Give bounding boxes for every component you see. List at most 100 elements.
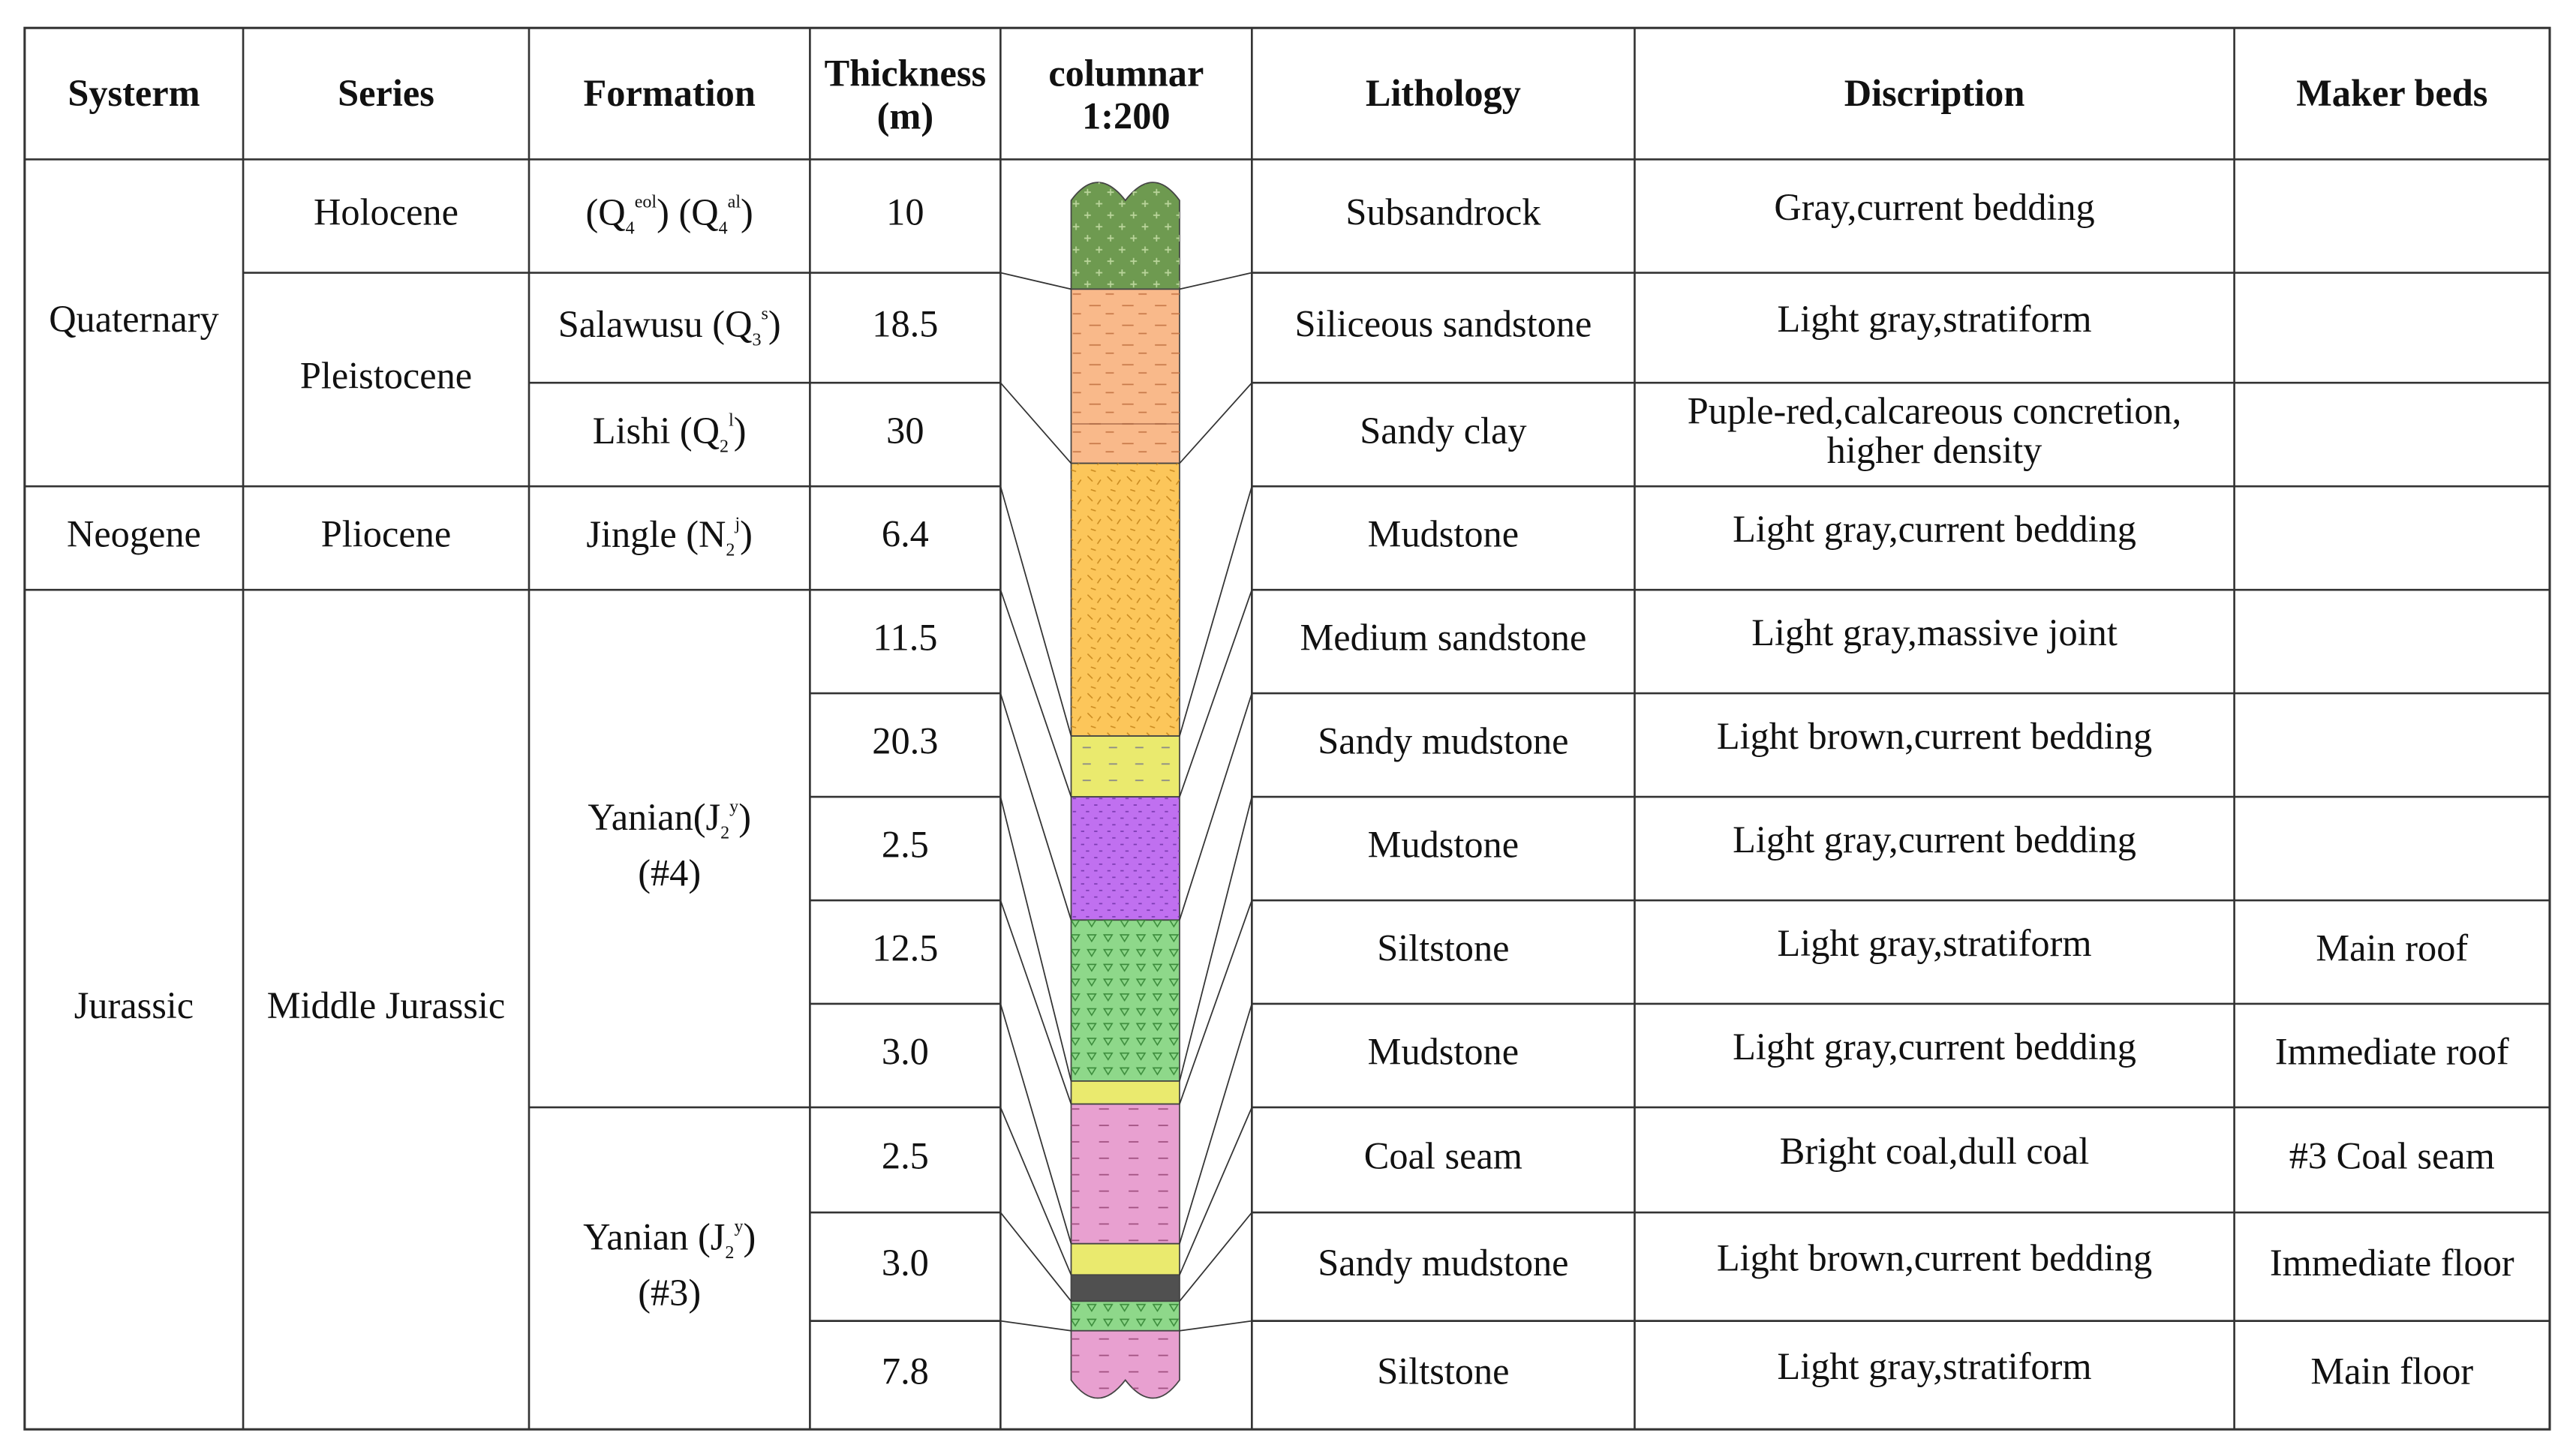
description: higher density [1827,429,2042,471]
thickness: 3.0 [882,1031,929,1073]
description: Gray,current bedding [1774,186,2094,228]
marker-bed: Main roof [2316,927,2468,969]
lithology: Siliceous sandstone [1294,302,1592,344]
formation: (Q4eol​) (Q4al​) [586,191,753,238]
formation: (#4) [638,852,701,894]
lithology: Siltstone [1377,927,1509,969]
layer-pattern [1071,463,1180,737]
system: Jurassic [74,984,194,1026]
description: Light gray,stratiform [1778,1345,2092,1387]
connector [1179,900,1253,1104]
marker-bed: #3 Coal seam [2289,1135,2495,1177]
formation: Jingle (N2j​) [586,513,753,560]
system: Neogene [67,513,201,555]
formation-text: ) [738,795,751,837]
lithology: Mudstone [1368,513,1519,555]
header: columnar [1048,52,1204,94]
formation: (#3) [638,1271,701,1313]
lithology: Subsandrock [1345,191,1541,233]
formation-sup: l [729,410,734,430]
connector [999,382,1072,464]
connector [999,796,1072,1082]
formation-text: ) [734,410,747,452]
formation-text: ) [768,302,781,344]
connector [1179,589,1253,798]
description: Light brown,current bedding [1717,1236,2152,1278]
layer-pattern [1071,1330,1180,1398]
formation-text: (#3) [638,1271,701,1313]
layer-pattern [1071,797,1180,921]
header: Systerm [68,72,200,114]
formation-text: Yanian (J [583,1215,725,1257]
layer [1070,1080,1180,1105]
thickness: 10 [886,191,924,233]
layer-pattern [1071,1301,1180,1331]
connector [1000,272,1072,290]
description: Light gray,stratiform [1778,298,2092,340]
formation-text: ) [744,1215,756,1257]
thickness: 30 [886,410,924,452]
marker-bed: Main floor [2310,1350,2473,1392]
thickness: 3.0 [882,1242,929,1284]
lithology: Mudstone [1368,824,1519,866]
thickness: 11.5 [873,617,937,659]
description: Light gray,massive joint [1751,611,2118,653]
formation-sub: 2 [720,437,729,456]
header: (m) [877,95,933,137]
layer-pattern [1071,289,1180,464]
formation: Salawusu (Q3s​) [558,302,781,349]
lithology: Mudstone [1368,1031,1519,1073]
header: Formation [584,72,756,114]
description: Light gray,current bedding [1733,1026,2136,1068]
formation: Yanian(J2y​) [588,795,751,842]
system: Quaternary [49,298,218,340]
formation-text: Salawusu (Q [558,302,753,344]
formation-text: (#4) [638,852,701,894]
lithology: Coal seam [1364,1135,1522,1177]
thickness: 2.5 [882,1135,929,1177]
description: Light brown,current bedding [1717,715,2152,757]
formation-sup: al [728,192,741,212]
connector [1179,485,1253,737]
connector [1179,382,1252,464]
connector [999,900,1072,1104]
connector [1179,1003,1253,1244]
connector [999,1003,1072,1244]
formation-sub: 2 [720,823,729,843]
header: Discription [1844,72,2025,114]
formation-sub: 2 [725,1242,734,1262]
layer-pattern [1071,182,1180,290]
columnar-section [1070,182,1180,1399]
lithology: Siltstone [1377,1350,1509,1392]
connector [999,589,1072,798]
lithology: Medium sandstone [1300,617,1586,659]
description: Bright coal,dull coal [1780,1130,2090,1172]
lithology: Sandy clay [1360,410,1526,452]
layer-pattern [1071,920,1180,1081]
thickness: 6.4 [882,513,929,555]
formation-text: ) [740,513,753,555]
thickness: 20.3 [872,720,938,762]
header: Series [338,72,434,114]
formation-sub: 2 [726,540,735,560]
marker-bed: Immediate floor [2270,1242,2514,1284]
layer [1070,1242,1180,1276]
connector [1179,1320,1252,1332]
table-border [23,26,2551,1431]
description: Light gray,current bedding [1733,819,2136,861]
lithology: Sandy mudstone [1318,720,1568,762]
formation-sup: j [734,514,740,533]
formation-sup: s [762,304,768,323]
marker-bed: Immediate roof [2275,1031,2509,1073]
formation: Lishi (Q2l​) [593,410,747,456]
connector [1179,1107,1253,1275]
header: Lithology [1366,72,1521,114]
connector [1179,692,1253,921]
formation-text: ) [741,191,753,233]
formation-sub: 4 [719,218,728,238]
header: Maker beds [2296,72,2487,114]
series: Middle Jurassic [267,984,505,1026]
description: Light gray,current bedding [1733,508,2136,550]
